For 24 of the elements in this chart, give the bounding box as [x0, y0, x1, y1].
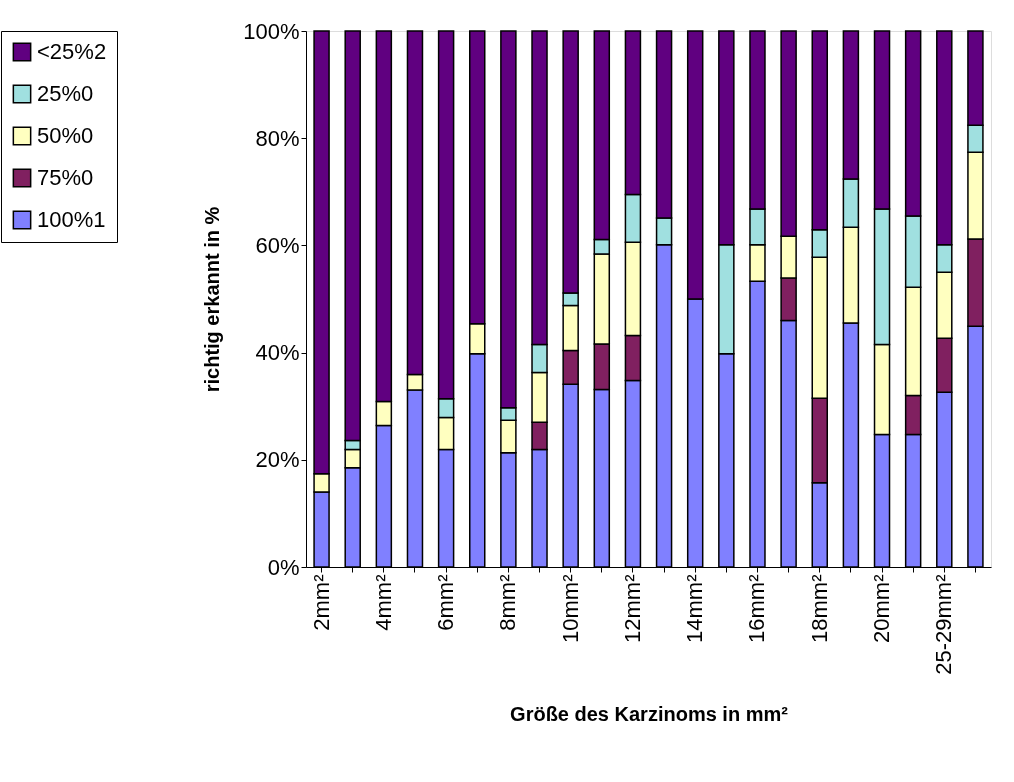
x-tick-label: 4mm² [370, 574, 396, 631]
y-tick-label: 20% [255, 447, 300, 473]
x-tick-label: 6mm² [433, 574, 459, 631]
legend-label: 75%0 [37, 165, 94, 190]
x-tick-label: 10mm² [557, 574, 583, 643]
legend-label: 50%0 [37, 123, 94, 148]
x-tick-label: 2mm² [308, 574, 334, 631]
y-tick-label: 60% [255, 232, 300, 258]
y-axis-title: richtig erkannt in % [201, 206, 224, 393]
x-tick-label: 20mm² [869, 574, 895, 643]
legend-label: 100%1 [37, 207, 106, 232]
x-tick-label: 16mm² [744, 574, 770, 643]
y-tick-label: 40% [255, 340, 300, 366]
x-tick-label: 12mm² [619, 574, 645, 643]
y-tick-label: 100% [243, 18, 300, 44]
x-tick-label: 8mm² [495, 574, 521, 631]
x-tick-label: 25-29mm² [931, 574, 957, 675]
legend-label: <25%2 [37, 39, 107, 64]
x-tick-label: 14mm² [682, 574, 708, 643]
y-tick-label: 80% [255, 125, 300, 151]
x-axis-title: Größe des Karzinoms in mm² [510, 702, 789, 725]
x-tick-label: 18mm² [806, 574, 832, 643]
legend-label: 25%0 [37, 81, 94, 106]
y-tick-label: 0% [267, 554, 300, 580]
